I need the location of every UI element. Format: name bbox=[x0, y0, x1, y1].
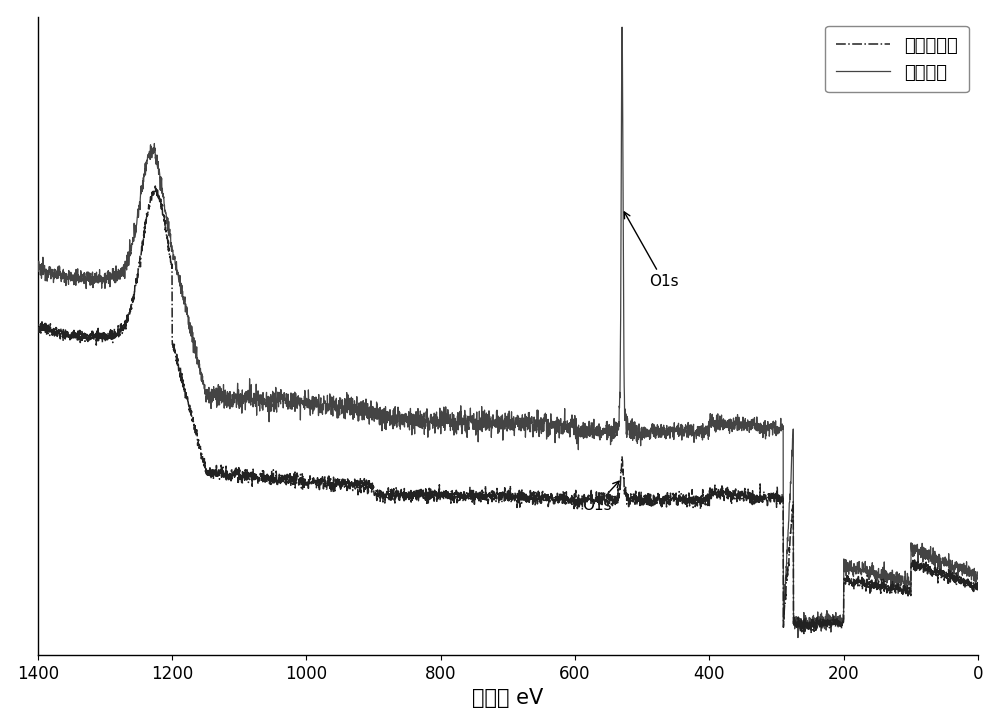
Legend: 未改性样品, 改性样品: 未改性样品, 改性样品 bbox=[825, 25, 969, 92]
Text: O1s: O1s bbox=[624, 212, 679, 289]
X-axis label: 结合能 eV: 结合能 eV bbox=[472, 688, 544, 708]
Text: O1s: O1s bbox=[582, 481, 619, 513]
